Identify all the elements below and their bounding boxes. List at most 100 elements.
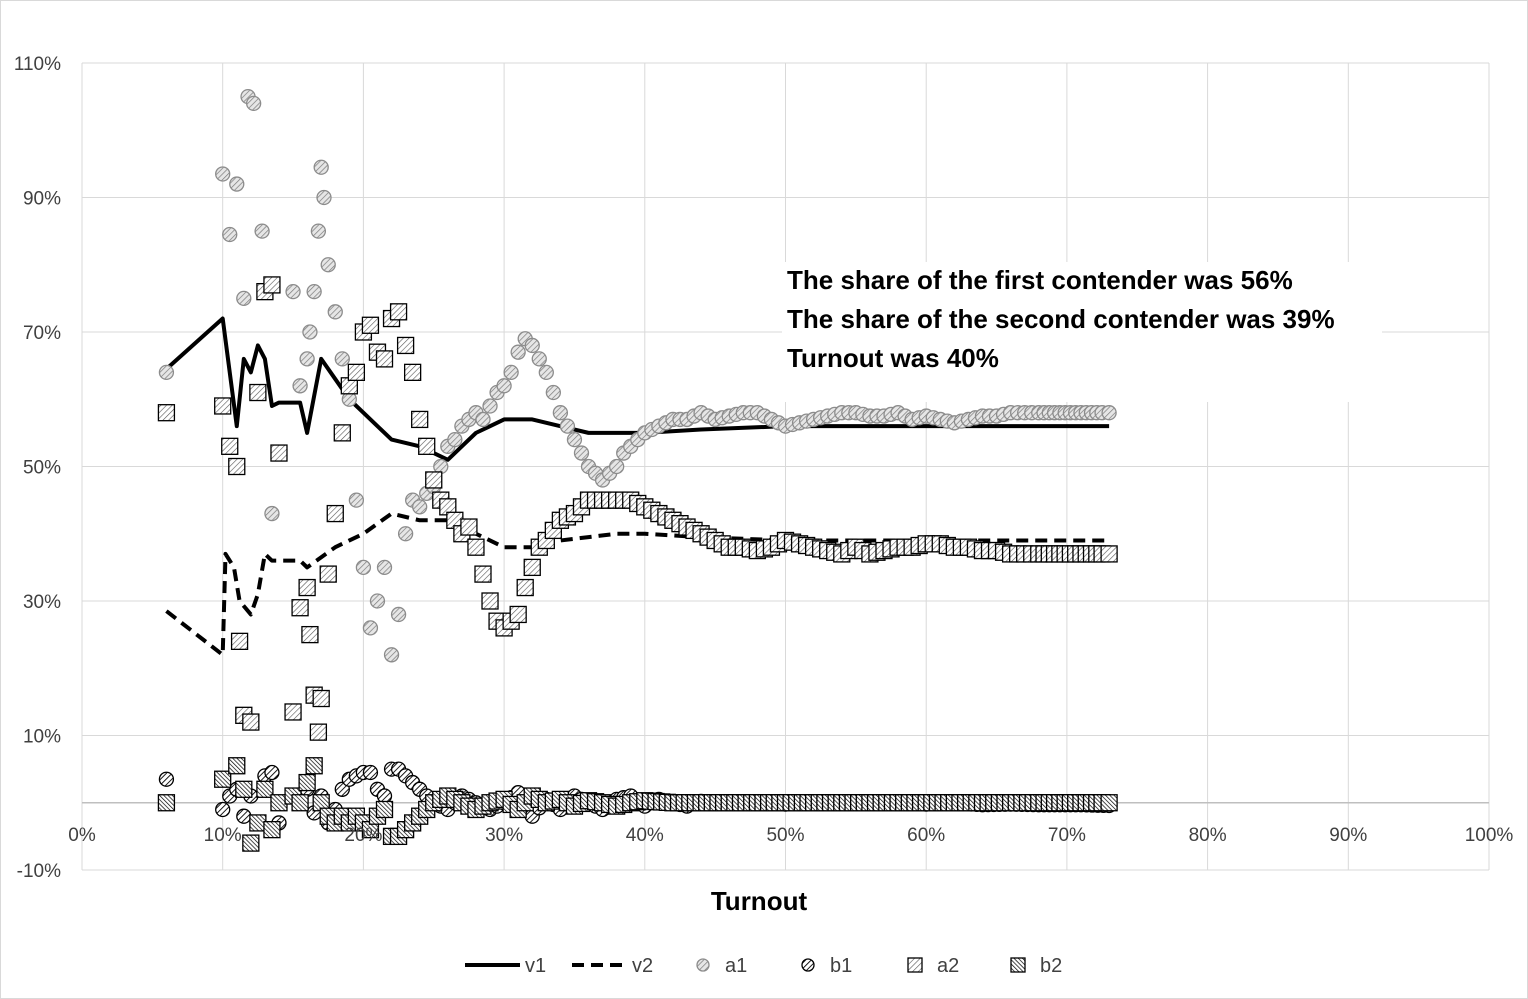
legend-label-b1: b1: [830, 955, 852, 977]
series-a1-point: [447, 431, 463, 448]
series-a1-point: [496, 378, 512, 394]
legend-item-v1: v1: [465, 955, 546, 977]
series-a1-point: [254, 223, 270, 239]
series-b2-point: [305, 757, 323, 775]
legend-label-v2: v2: [632, 955, 653, 977]
series-a1-point: [566, 431, 583, 448]
series-a1-point: [376, 559, 393, 576]
annotation-second-contender: The share of the second contender was 39…: [787, 304, 1335, 334]
x-tick-label: 50%: [766, 825, 804, 846]
series-v2-line: [165, 511, 1110, 657]
y-tick-label: 110%: [14, 54, 61, 75]
y-tick-label: 70%: [23, 323, 61, 344]
series-b2-point: [1100, 794, 1118, 812]
x-tick-label: 70%: [1048, 825, 1086, 846]
series-a2-point: [425, 471, 443, 489]
series-a1-point: [559, 418, 576, 434]
series-a2-point: [1100, 545, 1118, 563]
x-tick-label: 10%: [204, 825, 242, 846]
series-b1-point: [215, 801, 231, 818]
series-a2-point: [418, 437, 436, 455]
legend-swatch-b1: [801, 958, 815, 972]
series-a2-point: [347, 363, 366, 382]
series-b2-point: [228, 757, 246, 775]
series-a1-point: [390, 606, 407, 623]
series-a1-point: [524, 337, 540, 354]
series-a2-point: [396, 336, 415, 355]
series-a1-point: [369, 593, 386, 609]
series-a1-point: [302, 324, 318, 340]
legend-item-a2: a2: [907, 955, 959, 977]
series-a1-point: [573, 445, 590, 461]
series-a1-point: [609, 458, 625, 475]
series-b1-point: [362, 764, 379, 781]
series-a2-point: [375, 350, 394, 368]
series-b1-point: [264, 764, 280, 781]
series-a1-point: [320, 257, 336, 273]
series-a2-point: [460, 518, 478, 536]
series-a1-point: [285, 283, 301, 300]
y-axis-tick-labels: -10% 10% 30% 50% 70% 90% 110%: [14, 54, 61, 882]
x-tick-label: 90%: [1329, 825, 1367, 846]
series-a1-point: [545, 384, 561, 401]
series-a2-point: [214, 397, 232, 415]
series-a1-markers: [158, 88, 1117, 663]
series-a1-point: [412, 499, 428, 515]
series-a2-point: [361, 316, 380, 334]
x-tick-label: 30%: [485, 825, 523, 846]
series-a1-point: [306, 283, 322, 300]
y-tick-label: -10%: [17, 861, 61, 882]
series-a1-point: [316, 189, 332, 206]
x-axis-tick-labels: 0% 10% 20% 30% 40% 50% 60% 70% 80% 90% 100%: [68, 825, 1513, 846]
series-a1-point: [397, 526, 414, 542]
legend-label-v1: v1: [525, 955, 546, 977]
series-a1-point: [158, 364, 175, 381]
series-a1-point: [334, 351, 350, 367]
series-b1-point: [158, 771, 175, 787]
series-b2-point: [214, 770, 232, 788]
series-a1-point: [362, 620, 379, 636]
series-a1-point: [383, 647, 400, 663]
series-b2-point: [235, 780, 253, 798]
series-a2-point: [319, 565, 337, 583]
legend-label-a2: a2: [937, 955, 959, 977]
legend-item-v2: v2: [572, 955, 653, 977]
x-tick-label: 60%: [907, 825, 945, 846]
series-a2-point: [509, 605, 527, 624]
series-a2-point: [474, 565, 492, 583]
series-a2-point: [284, 703, 302, 721]
annotation-first-contender: The share of the first contender was 56%: [787, 265, 1293, 295]
series-a1-point: [348, 492, 365, 508]
series-a2-point: [270, 444, 288, 462]
marker-series: [157, 88, 1118, 852]
series-a1-point: [222, 226, 238, 243]
series-a1-point: [531, 351, 547, 367]
x-tick-label: 20%: [344, 825, 382, 846]
series-a2-point: [326, 504, 344, 523]
series-a1-point: [327, 304, 343, 320]
y-tick-label: 10%: [23, 727, 61, 748]
series-a1-point: [510, 344, 526, 360]
series-a2-point: [481, 592, 499, 610]
series-a2-point: [312, 689, 330, 708]
x-tick-label: 100%: [1465, 825, 1514, 846]
series-b2-point: [375, 800, 394, 819]
series-a1-point: [310, 223, 327, 239]
series-a1-point: [292, 378, 308, 394]
series-a1-point: [313, 159, 329, 175]
series-a1-point: [1101, 405, 1117, 421]
series-b2-point: [242, 834, 260, 852]
series-a1-point: [552, 405, 569, 421]
series-a1-point: [299, 351, 315, 367]
series-a2-point: [242, 713, 260, 731]
legend-swatch-a1: [696, 958, 710, 972]
series-a1-point: [215, 166, 231, 182]
legend-item-b1: b1: [801, 955, 852, 977]
series-a1-point: [264, 505, 280, 522]
legend-label-a1: a1: [725, 955, 747, 977]
series-a2-point: [291, 599, 309, 617]
series-a1-point: [229, 176, 245, 192]
series-a1-point: [503, 364, 519, 381]
